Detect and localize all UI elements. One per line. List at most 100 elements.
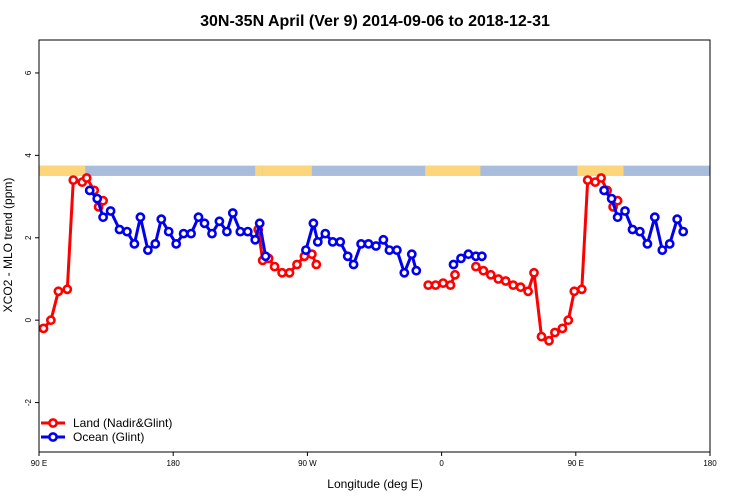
series-1-point-2-0	[448, 259, 459, 270]
series-1-point-1-3	[320, 228, 331, 239]
series-0-point-3-3	[445, 280, 456, 290]
series-1-point-3-11	[678, 226, 689, 237]
series-0-point-4-4	[500, 276, 511, 286]
series-1-point-0-13	[178, 228, 189, 239]
series-1-point-0-5	[122, 226, 132, 237]
band-land-1	[255, 165, 263, 176]
series-0-point-4-1	[478, 265, 489, 276]
series-1-point-1-11	[378, 234, 389, 245]
series-0-point-4-10	[544, 335, 554, 346]
series-0-point-2-6	[292, 259, 302, 270]
series-0-point-4-8	[529, 267, 539, 278]
series-0-point-4-15	[576, 284, 587, 295]
series-1-point-0-16	[199, 218, 210, 229]
series-1-point-1-12	[384, 245, 395, 255]
x-tick-label-3: 0	[439, 459, 444, 468]
series-1-point-0-2	[98, 212, 108, 223]
band-ocean	[39, 165, 710, 176]
series-1-point-3-1	[606, 193, 617, 204]
chart-title: 30N-35N April (Ver 9) 2014-09-06 to 2018…	[200, 13, 550, 30]
series-1-point-0-14	[186, 228, 196, 239]
series-1-point-0-12	[171, 238, 182, 249]
series-1	[84, 185, 689, 278]
series-1-point-0-25	[260, 251, 271, 262]
axes: 90 E 180 90 W 0 90 E 180 -2 0 2 4 6	[24, 70, 717, 468]
series-1-point-0-17	[207, 228, 217, 239]
series-1-point-0-24	[254, 218, 265, 229]
series-0-point-4-7	[523, 286, 533, 297]
series-1-point-0-7	[135, 212, 146, 223]
series-1-point-1-6	[342, 251, 353, 262]
series-1-point-3-0	[599, 185, 609, 196]
series-0-point-4-6	[515, 282, 526, 293]
series-1-point-1-13	[391, 245, 402, 255]
y-tick-label-0: -2	[24, 398, 33, 406]
series-1-point-1-4	[327, 236, 338, 247]
band-land-0	[39, 165, 86, 176]
series-1-point-3-3	[620, 206, 630, 216]
series-0-point-0-2	[53, 286, 64, 297]
x-axis-label: Longitude (deg E)	[327, 477, 422, 491]
series-0-point-4-2	[485, 269, 496, 280]
series-1-point-1-1	[308, 218, 319, 229]
series-1-point-1-7	[348, 259, 359, 270]
surface-band	[39, 165, 710, 176]
series-1-point-2-4	[476, 251, 487, 262]
band-land-4	[577, 165, 624, 176]
series-1-point-3-6	[642, 238, 653, 249]
series-0-point-0-1	[46, 315, 56, 326]
series-0-point-3-1	[430, 280, 441, 290]
series-1-point-0-18	[214, 216, 225, 227]
series-1-point-3-7	[649, 212, 660, 223]
x-tick-label-2: 90 W	[298, 459, 317, 468]
series-0-point-2-3	[269, 261, 280, 272]
series-0-point-4-14	[569, 286, 580, 297]
legend-label-1: Ocean (Glint)	[73, 430, 144, 444]
series-1-point-0-0	[84, 185, 95, 196]
series-0-point-4-12	[557, 323, 568, 334]
series-1-point-0-4	[114, 224, 125, 235]
series-1-point-0-22	[242, 226, 253, 237]
series-1-point-0-1	[92, 193, 103, 204]
band-land-3	[425, 165, 481, 176]
legend-label-0: Land (Nadir&Glint)	[73, 416, 172, 430]
legend-marker-1	[48, 432, 58, 442]
series-0-point-0-0	[38, 323, 49, 334]
series-0-point-0-6	[81, 173, 92, 183]
series-1-point-0-3	[105, 206, 116, 216]
series-1-point-1-15	[406, 249, 417, 260]
legend-entry-0: Land (Nadir&Glint)	[41, 416, 172, 430]
series-1-point-3-9	[664, 238, 675, 249]
series-0-point-0-4	[68, 175, 79, 185]
series-0-line-4	[475, 176, 609, 343]
series-1-point-1-2	[312, 236, 323, 247]
series-1-point-0-21	[235, 226, 246, 237]
legend: Land (Nadir&Glint)Ocean (Glint)	[41, 416, 172, 444]
series-0-point-4-0	[470, 261, 481, 272]
series-0-point-4-3	[493, 274, 504, 284]
series-0-point-4-18	[596, 173, 606, 183]
series-1-point-3-2	[612, 212, 623, 223]
series-1-point-0-8	[142, 245, 153, 255]
series-1-point-1-14	[399, 267, 410, 278]
series-1-point-2-2	[463, 249, 474, 260]
series-1-point-0-11	[163, 226, 174, 237]
series-0-point-0-3	[62, 284, 73, 295]
series-1-point-0-23	[250, 234, 261, 245]
y-axis-label: XCO2 - MLO trend (ppm)	[1, 178, 15, 313]
series-1-point-0-10	[156, 214, 167, 225]
y-tick-label-1: 0	[24, 317, 33, 322]
series-1-point-1-16	[411, 265, 422, 276]
series-0	[38, 173, 623, 346]
x-tick-label-5: 180	[703, 459, 717, 468]
series-1-point-3-10	[672, 214, 683, 225]
series-0-line-0	[42, 176, 96, 330]
series-1-point-0-15	[193, 212, 204, 223]
x-tick-label-0: 90 E	[31, 459, 47, 468]
series-1-point-3-8	[657, 245, 668, 255]
series-0-point-2-5	[284, 267, 295, 278]
y-tick-label-3: 4	[24, 153, 33, 158]
series-0-point-2-9	[311, 259, 322, 270]
plot-frame	[38, 39, 711, 453]
